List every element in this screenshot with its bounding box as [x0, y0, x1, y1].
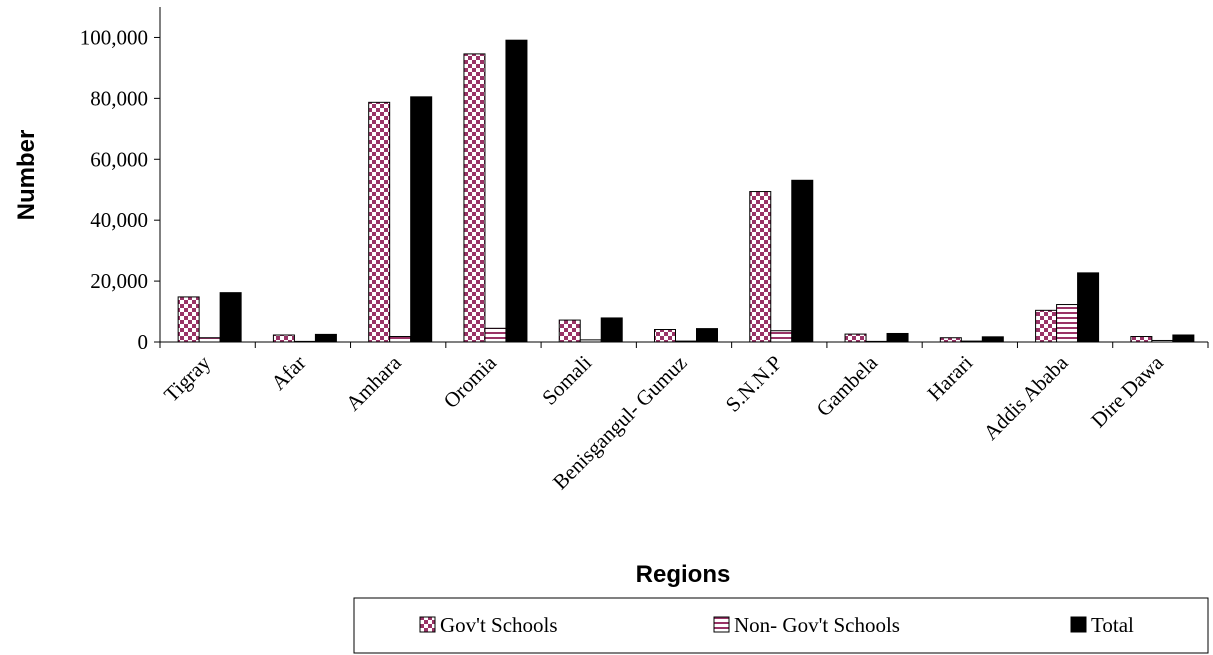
x-tick-label: Oromia	[439, 350, 502, 413]
legend-swatch	[419, 616, 436, 633]
bar	[410, 96, 433, 343]
bar	[558, 319, 581, 343]
y-axis-title: Number	[13, 130, 40, 221]
bar	[1151, 339, 1174, 343]
bar	[960, 340, 983, 343]
bar	[1056, 304, 1079, 343]
bar	[272, 334, 295, 343]
bar	[886, 332, 909, 343]
bar	[749, 191, 772, 343]
bar	[314, 333, 337, 343]
bar	[368, 101, 391, 343]
bar	[198, 337, 221, 343]
y-tick-label: 20,000	[90, 269, 148, 293]
legend-label: Non- Gov't Schools	[734, 613, 900, 637]
y-tick-label: 0	[138, 330, 149, 354]
bar	[696, 328, 718, 343]
x-tick-label: Somali	[537, 350, 596, 409]
x-tick-label: S.N.N.P	[721, 351, 787, 417]
x-tick-label: Dire Dawa	[1086, 350, 1168, 432]
bar	[939, 337, 962, 343]
y-tick-label: 80,000	[90, 86, 148, 110]
bar	[865, 340, 888, 343]
legend: Gov't Schools Non- Gov't Schools Total	[353, 597, 1209, 654]
x-tick-label: Tigray	[159, 350, 215, 406]
bar	[389, 336, 412, 343]
legend-label: Gov't Schools	[440, 613, 558, 637]
bar	[770, 330, 793, 343]
y-tick-label: 40,000	[90, 208, 148, 232]
bar	[177, 296, 200, 343]
y-axis: 0 20,000 40,000 60,000 80,000 100,000	[80, 7, 161, 354]
x-tick-label: Amhara	[341, 350, 406, 415]
x-axis-title: Regions	[636, 561, 731, 588]
bar	[505, 39, 528, 343]
bar	[1130, 336, 1153, 343]
legend-label: Total	[1091, 613, 1134, 637]
x-axis: Tigray Afar Amhara Oromia SomaliBenisgangul-…	[159, 341, 1209, 494]
bar	[1172, 334, 1195, 343]
x-tick-label: Harari	[922, 350, 977, 405]
bar	[463, 53, 486, 343]
legend-swatch	[713, 616, 730, 633]
bar	[1035, 309, 1058, 343]
bar	[981, 336, 1004, 343]
bar	[654, 329, 676, 343]
x-tick-label: Afar	[266, 351, 310, 395]
x-tick-label: Gambela	[812, 350, 883, 421]
legend-box	[353, 597, 1209, 654]
bars	[177, 39, 1195, 343]
x-tick-label: Addis Ababa	[979, 350, 1074, 445]
legend-swatch	[1070, 616, 1087, 633]
y-tick-label: 60,000	[90, 147, 148, 171]
y-tick-label: 100,000	[80, 25, 148, 49]
bar	[219, 292, 242, 343]
bar	[844, 333, 867, 343]
bar	[1077, 272, 1100, 343]
bar	[600, 317, 623, 343]
bar	[484, 327, 507, 343]
bar	[579, 339, 602, 343]
bar	[293, 340, 316, 343]
bar	[675, 340, 697, 343]
bar	[791, 179, 814, 343]
